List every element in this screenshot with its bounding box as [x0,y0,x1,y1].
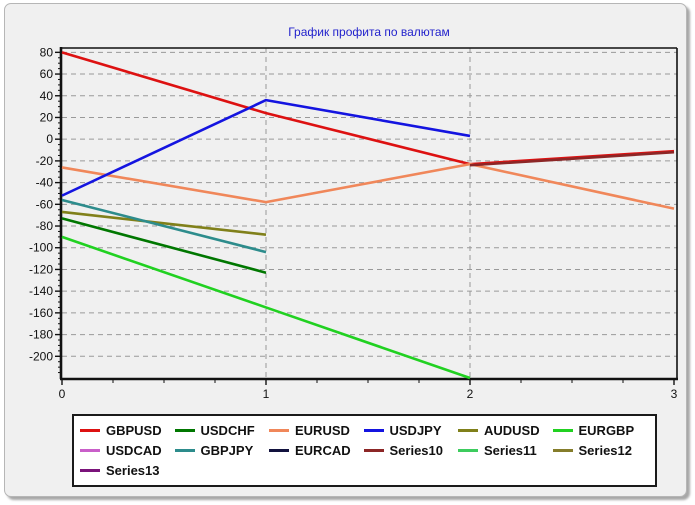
legend-item-AUDUSD: AUDUSD [458,423,553,438]
legend-swatch-icon [174,428,195,432]
legend-swatch-icon [80,468,100,472]
legend-item-EURUSD: EURUSD [269,423,364,438]
legend-row: USDCAD GBPJPY EURCAD Series10 Series11 Series… [80,440,647,460]
legend-item-USDCAD: USDCAD [80,443,175,458]
legend-item-EURGBP: EURGBP [552,422,648,438]
legend-item-Series11: Series11 [458,443,553,458]
legend-label: EURCAD [295,442,351,458]
chart-legend: GBPUSD USDCHF EURUSD USDJPY AUDUSD EURGBP USDC… [72,414,657,487]
legend-label: Series10 [389,442,444,458]
legend-label: GBPJPY [200,442,254,458]
legend-swatch-icon [552,448,573,452]
legend-label: EURGBP [578,422,635,438]
legend-item-Series12: Series12 [552,442,648,458]
legend-label: USDJPY [389,422,442,438]
legend-item-USDJPY: USDJPY [363,422,459,438]
legend-item-Series13: Series13 [80,463,175,478]
legend-swatch-icon [552,428,573,432]
legend-item-GBPJPY: GBPJPY [174,442,270,458]
legend-label: USDCAD [106,442,162,458]
legend-label: USDCHF [200,422,255,438]
legend-swatch-icon [174,448,195,452]
legend-swatch-icon [363,448,384,452]
legend-label: EURUSD [295,422,350,438]
legend-swatch-icon [458,428,478,432]
legend-item-USDCHF: USDCHF [174,422,270,438]
legend-label: Series13 [106,462,160,478]
legend-item-EURCAD: EURCAD [269,443,364,458]
legend-swatch-icon [269,428,289,432]
legend-label: AUDUSD [484,422,540,438]
chart-title: График профита по валютам [288,25,450,39]
legend-swatch-icon [80,428,100,432]
legend-swatch-icon [363,428,384,432]
legend-label: Series12 [578,442,633,458]
legend-swatch-icon [80,448,100,452]
legend-label: GBPUSD [106,422,162,438]
legend-row: Series13 [80,460,647,480]
legend-swatch-icon [269,448,289,452]
legend-item-GBPUSD: GBPUSD [80,423,175,438]
legend-item-Series10: Series10 [363,442,459,458]
legend-swatch-icon [458,448,478,452]
legend-row: GBPUSD USDCHF EURUSD USDJPY AUDUSD EURGBP [80,420,647,440]
legend-label: Series11 [484,442,537,458]
